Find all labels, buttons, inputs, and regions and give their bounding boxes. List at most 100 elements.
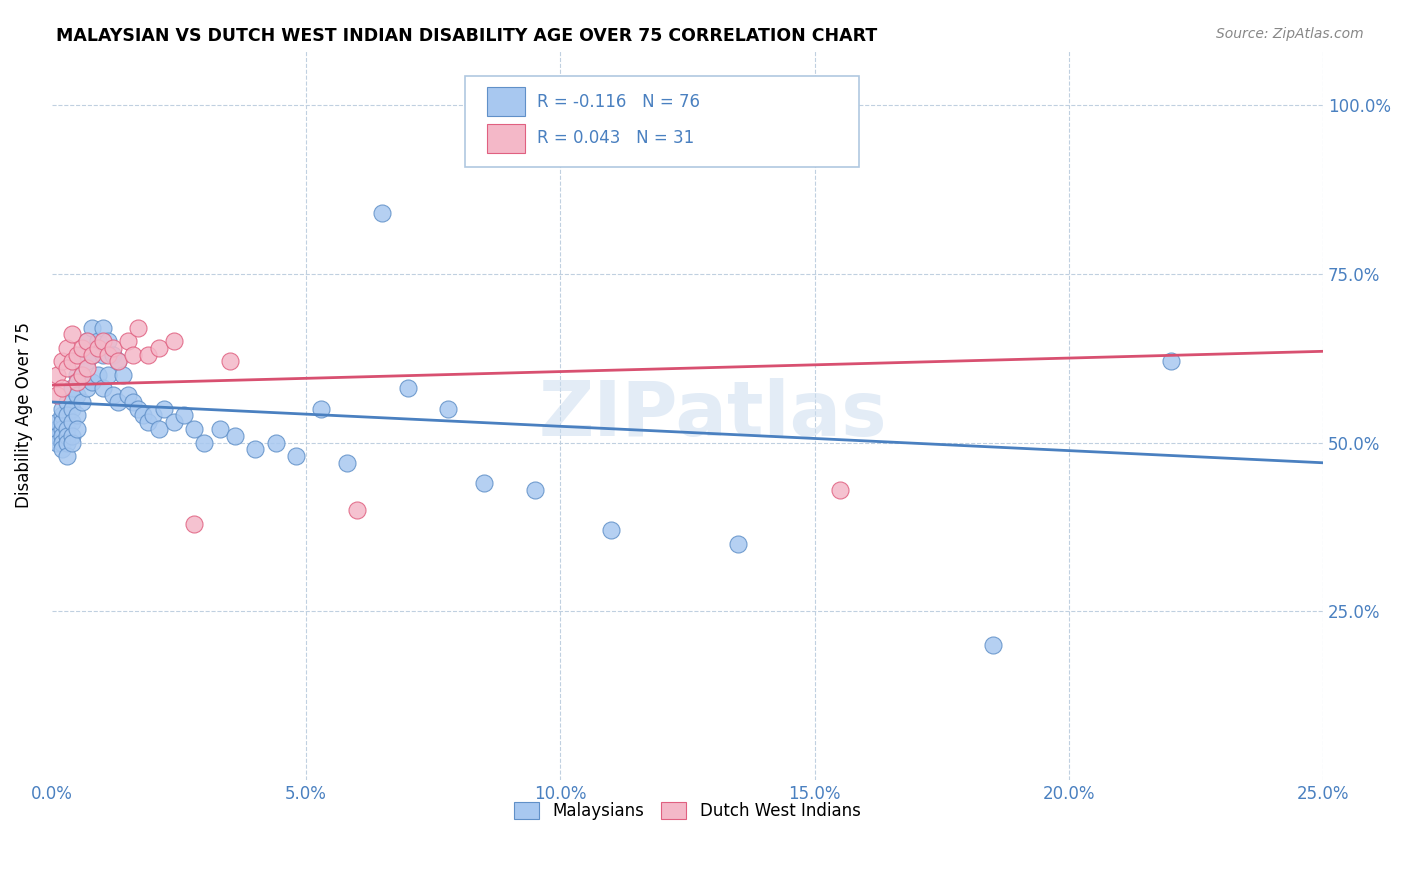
Text: MALAYSIAN VS DUTCH WEST INDIAN DISABILITY AGE OVER 75 CORRELATION CHART: MALAYSIAN VS DUTCH WEST INDIAN DISABILIT… bbox=[56, 27, 877, 45]
Point bbox=[243, 442, 266, 457]
Point bbox=[72, 368, 94, 382]
Point bbox=[82, 375, 104, 389]
Point bbox=[111, 368, 134, 382]
Point bbox=[336, 456, 359, 470]
Point bbox=[51, 422, 73, 436]
Point bbox=[224, 429, 246, 443]
FancyBboxPatch shape bbox=[486, 124, 524, 153]
Point bbox=[1160, 354, 1182, 368]
Point bbox=[981, 638, 1004, 652]
Point bbox=[76, 334, 98, 348]
Point bbox=[45, 422, 67, 436]
Point bbox=[107, 395, 129, 409]
Point bbox=[91, 320, 114, 334]
Point bbox=[82, 348, 104, 362]
Point bbox=[51, 401, 73, 416]
Text: ZIPatlas: ZIPatlas bbox=[538, 378, 887, 452]
Point bbox=[56, 395, 79, 409]
Point bbox=[56, 409, 79, 423]
Point bbox=[72, 341, 94, 355]
Point bbox=[56, 449, 79, 463]
Point bbox=[45, 388, 67, 402]
Point bbox=[56, 429, 79, 443]
Point bbox=[72, 368, 94, 382]
Point bbox=[82, 320, 104, 334]
Point bbox=[127, 401, 149, 416]
Point bbox=[142, 409, 165, 423]
Point bbox=[60, 435, 83, 450]
Point bbox=[183, 422, 205, 436]
Point bbox=[86, 341, 108, 355]
Point bbox=[127, 320, 149, 334]
Point bbox=[60, 354, 83, 368]
Text: R = 0.043   N = 31: R = 0.043 N = 31 bbox=[537, 129, 695, 147]
Point bbox=[311, 401, 333, 416]
Point bbox=[163, 415, 186, 429]
Point bbox=[91, 382, 114, 396]
Point bbox=[101, 388, 124, 402]
Point bbox=[66, 409, 89, 423]
Point bbox=[66, 375, 89, 389]
Point bbox=[523, 483, 546, 497]
Point bbox=[346, 503, 368, 517]
Point bbox=[148, 341, 170, 355]
Point bbox=[173, 409, 195, 423]
Point bbox=[138, 415, 160, 429]
Point bbox=[91, 334, 114, 348]
Point bbox=[45, 415, 67, 429]
Point bbox=[76, 354, 98, 368]
Point bbox=[60, 327, 83, 342]
FancyBboxPatch shape bbox=[486, 87, 524, 116]
Legend: Malaysians, Dutch West Indians: Malaysians, Dutch West Indians bbox=[508, 795, 868, 827]
FancyBboxPatch shape bbox=[465, 76, 859, 168]
Point bbox=[107, 354, 129, 368]
Point bbox=[86, 334, 108, 348]
Point bbox=[97, 368, 120, 382]
Y-axis label: Disability Age Over 75: Disability Age Over 75 bbox=[15, 323, 32, 508]
Point bbox=[163, 334, 186, 348]
Point bbox=[437, 401, 460, 416]
Point bbox=[60, 415, 83, 429]
Point bbox=[138, 348, 160, 362]
Point bbox=[56, 361, 79, 376]
Point bbox=[82, 348, 104, 362]
Point bbox=[122, 395, 145, 409]
Point bbox=[51, 429, 73, 443]
Point bbox=[45, 368, 67, 382]
Point bbox=[107, 354, 129, 368]
Point bbox=[97, 334, 120, 348]
Point bbox=[51, 435, 73, 450]
Point bbox=[152, 401, 174, 416]
Point bbox=[66, 348, 89, 362]
Point bbox=[76, 334, 98, 348]
Point bbox=[51, 409, 73, 423]
Point bbox=[97, 348, 120, 362]
Point bbox=[60, 382, 83, 396]
Point bbox=[76, 382, 98, 396]
Point bbox=[56, 422, 79, 436]
Point bbox=[51, 354, 73, 368]
Point bbox=[76, 361, 98, 376]
Point bbox=[218, 354, 240, 368]
Point bbox=[45, 435, 67, 450]
Point bbox=[472, 476, 495, 491]
Point bbox=[498, 97, 520, 112]
Point bbox=[51, 382, 73, 396]
Point bbox=[66, 368, 89, 382]
Point bbox=[193, 435, 215, 450]
Point bbox=[117, 334, 139, 348]
Point bbox=[72, 395, 94, 409]
Point bbox=[86, 368, 108, 382]
Point bbox=[183, 516, 205, 531]
Point bbox=[60, 429, 83, 443]
Point bbox=[101, 341, 124, 355]
Point bbox=[45, 429, 67, 443]
Point bbox=[51, 415, 73, 429]
Point bbox=[208, 422, 231, 436]
Point bbox=[66, 422, 89, 436]
Point bbox=[264, 435, 287, 450]
Point bbox=[371, 206, 394, 220]
Point bbox=[396, 382, 419, 396]
Point bbox=[101, 348, 124, 362]
Text: Source: ZipAtlas.com: Source: ZipAtlas.com bbox=[1216, 27, 1364, 41]
